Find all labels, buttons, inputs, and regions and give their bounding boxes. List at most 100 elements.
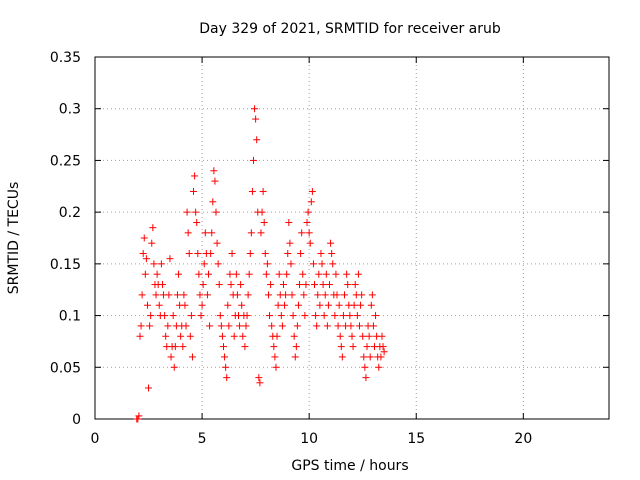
data-point — [261, 250, 269, 258]
data-point — [247, 229, 255, 237]
data-point — [164, 322, 172, 330]
data-point — [360, 353, 368, 361]
data-point — [238, 301, 246, 309]
data-point — [166, 255, 174, 263]
data-point — [256, 379, 264, 387]
data-point — [213, 239, 221, 247]
data-point — [197, 312, 205, 320]
data-point — [341, 291, 349, 299]
data-point — [285, 218, 293, 226]
data-point — [267, 281, 275, 289]
data-point — [372, 312, 380, 320]
data-point — [326, 281, 334, 289]
data-point — [175, 270, 183, 278]
data-point — [305, 229, 313, 237]
data-point — [245, 270, 253, 278]
data-point — [188, 353, 196, 361]
data-point — [272, 363, 280, 371]
data-point — [344, 281, 352, 289]
data-point — [354, 270, 362, 278]
data-point — [324, 301, 332, 309]
data-point — [150, 260, 158, 268]
data-point — [177, 332, 185, 340]
y-tick-label: 0.1 — [59, 309, 81, 325]
data-point — [187, 312, 195, 320]
data-point — [274, 301, 282, 309]
x-tick-label: 20 — [514, 431, 532, 447]
data-point — [300, 291, 308, 299]
data-point — [259, 187, 267, 195]
data-point — [361, 363, 369, 371]
data-point — [264, 291, 272, 299]
data-point — [359, 332, 367, 340]
data-point — [205, 270, 213, 278]
data-point — [304, 208, 312, 216]
data-point — [337, 343, 345, 351]
data-point — [328, 250, 336, 258]
data-point — [348, 332, 356, 340]
data-point — [297, 250, 305, 258]
data-point — [336, 332, 344, 340]
data-point — [312, 312, 320, 320]
data-point — [135, 412, 143, 420]
data-point — [248, 187, 256, 195]
data-point — [167, 353, 175, 361]
data-point — [196, 291, 204, 299]
data-point — [321, 291, 329, 299]
data-point — [299, 270, 307, 278]
data-point — [335, 301, 343, 309]
data-point — [253, 136, 261, 144]
data-point — [286, 239, 294, 247]
data-point — [217, 322, 225, 330]
data-point — [316, 301, 324, 309]
data-point — [329, 260, 337, 268]
data-point — [258, 208, 266, 216]
chart-title: Day 329 of 2021, SRMTID for receiver aru… — [199, 21, 501, 37]
data-point — [201, 229, 209, 237]
data-point — [179, 343, 187, 351]
data-point — [155, 301, 163, 309]
data-point — [275, 270, 283, 278]
data-point — [379, 343, 387, 351]
data-point — [278, 322, 286, 330]
data-point — [225, 322, 233, 330]
data-point — [287, 260, 295, 268]
data-point — [380, 348, 388, 356]
data-point — [349, 343, 357, 351]
data-point — [210, 167, 218, 175]
data-point — [214, 260, 222, 268]
data-point — [271, 353, 279, 361]
data-point — [365, 332, 373, 340]
data-point — [203, 291, 211, 299]
data-point — [211, 177, 219, 185]
data-point — [289, 312, 297, 320]
data-point — [173, 291, 181, 299]
data-point — [266, 312, 274, 320]
x-tick-label: 15 — [407, 431, 425, 447]
data-point — [227, 281, 235, 289]
y-axis: 0 0.05 0.1 0.15 0.2 0.25 0.3 0.35 — [50, 50, 609, 428]
data-point — [224, 301, 232, 309]
data-point — [357, 301, 365, 309]
data-point — [186, 332, 194, 340]
data-point — [171, 343, 179, 351]
data-point — [246, 250, 254, 258]
data-point — [161, 312, 169, 320]
data-point — [327, 239, 335, 247]
y-tick-label: 0 — [72, 412, 81, 428]
data-point — [243, 312, 251, 320]
data-point — [331, 312, 339, 320]
data-point — [368, 291, 376, 299]
data-point — [192, 208, 200, 216]
data-point — [378, 332, 386, 340]
data-point — [158, 281, 166, 289]
data-point — [277, 312, 285, 320]
data-point — [169, 312, 177, 320]
data-point — [343, 270, 351, 278]
data-point — [320, 312, 328, 320]
data-point — [263, 260, 271, 268]
data-point — [212, 208, 220, 216]
data-point — [220, 343, 227, 351]
data-point — [170, 363, 178, 371]
